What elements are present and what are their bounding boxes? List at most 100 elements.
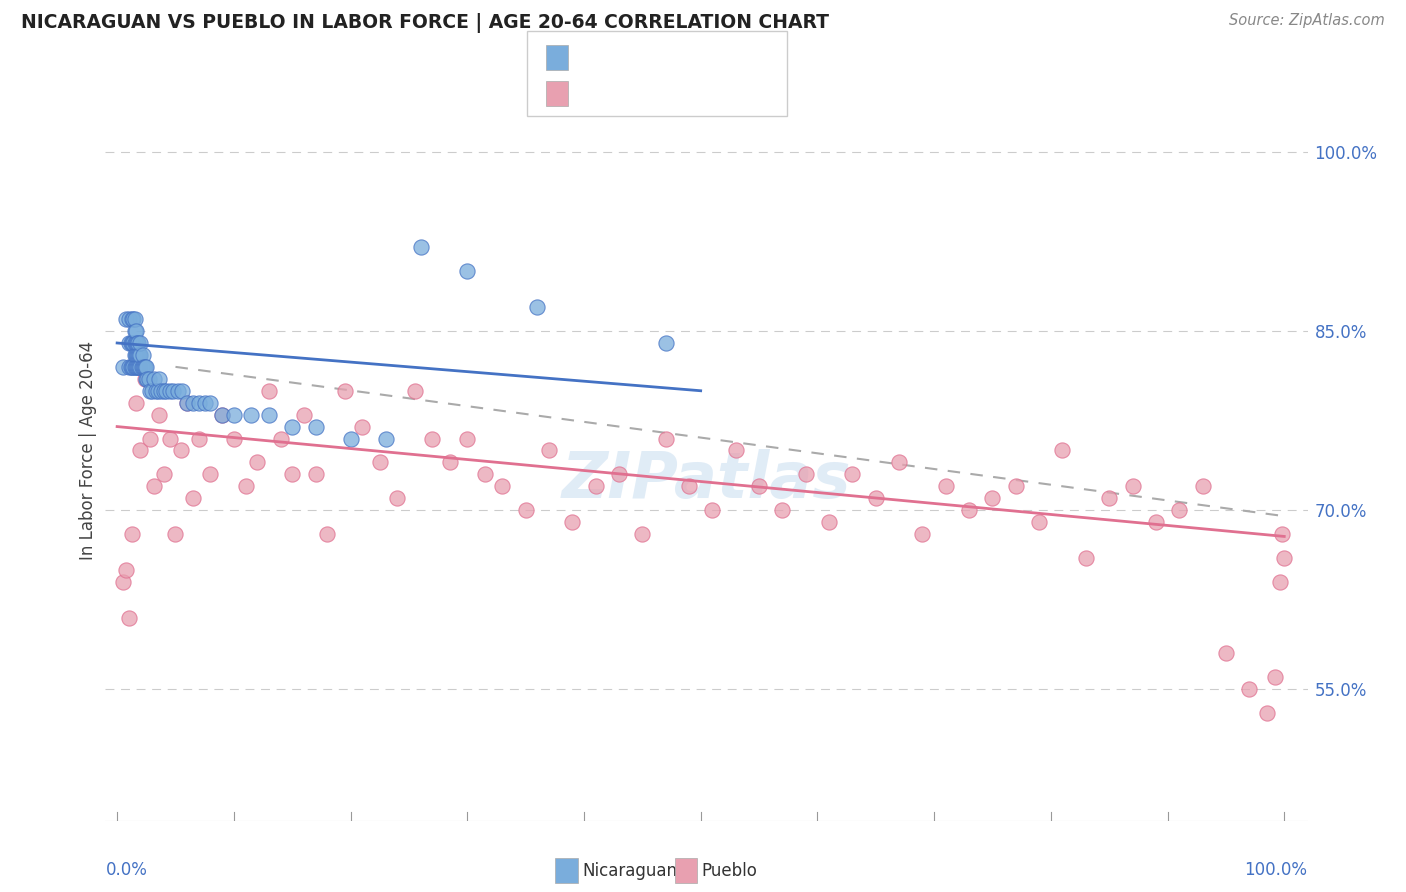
Point [211, 408, 233, 422]
Point [748, 479, 770, 493]
Point [122, 312, 145, 326]
Point [124, 336, 146, 351]
Text: R =: R = [581, 49, 617, 68]
Point [281, 467, 304, 482]
Point [456, 264, 478, 278]
Point [352, 419, 374, 434]
Point [1272, 550, 1295, 565]
Point [368, 455, 391, 469]
Point [138, 372, 160, 386]
Point [1256, 706, 1278, 721]
Point [135, 359, 157, 374]
Point [111, 359, 134, 374]
Point [121, 359, 143, 374]
Point [222, 408, 245, 422]
Point [387, 491, 409, 506]
Point [124, 312, 146, 326]
Point [404, 384, 426, 398]
Point [420, 432, 443, 446]
Text: N =: N = [675, 86, 723, 103]
Point [125, 348, 148, 362]
Point [128, 359, 150, 374]
Point [148, 408, 170, 422]
Point [124, 348, 146, 362]
Point [409, 240, 432, 254]
Text: 75: 75 [721, 86, 744, 103]
Point [1098, 491, 1121, 506]
Point [132, 359, 155, 374]
Point [1215, 647, 1237, 661]
Point [456, 432, 478, 446]
Point [129, 348, 152, 362]
Point [118, 359, 141, 374]
Point [1237, 682, 1260, 697]
Point [176, 395, 198, 409]
Point [585, 479, 607, 493]
Point [304, 467, 326, 482]
Text: 100.0%: 100.0% [1244, 861, 1308, 879]
Point [148, 372, 170, 386]
Text: ZIPatlas: ZIPatlas [562, 449, 851, 511]
Point [770, 503, 793, 517]
Y-axis label: In Labor Force | Age 20-64: In Labor Force | Age 20-64 [79, 341, 97, 560]
Point [1074, 550, 1097, 565]
Point [222, 432, 245, 446]
Point [957, 503, 980, 517]
Point [172, 384, 194, 398]
Point [1028, 515, 1050, 529]
Point [724, 443, 747, 458]
Point [246, 455, 269, 469]
Point [339, 432, 361, 446]
Point [125, 336, 148, 351]
Point [176, 395, 198, 409]
Point [818, 515, 841, 529]
Point [143, 372, 166, 386]
Point [911, 527, 934, 541]
Point [139, 384, 162, 398]
Point [1121, 479, 1143, 493]
Point [159, 432, 181, 446]
Point [170, 443, 193, 458]
Point [439, 455, 461, 469]
Point [257, 384, 280, 398]
Point [166, 384, 188, 398]
Text: -0.172: -0.172 [623, 86, 682, 103]
Point [127, 336, 149, 351]
Point [125, 336, 148, 351]
Point [981, 491, 1004, 506]
Point [607, 467, 630, 482]
Point [702, 503, 724, 517]
Text: Nicaraguans: Nicaraguans [582, 862, 686, 880]
Text: 72: 72 [721, 49, 745, 68]
Point [153, 384, 176, 398]
Point [128, 348, 150, 362]
Point [135, 372, 157, 386]
Point [129, 336, 152, 351]
Point [526, 300, 548, 314]
Point [887, 455, 910, 469]
Point [257, 408, 280, 422]
Point [129, 443, 152, 458]
Point [200, 395, 222, 409]
Point [333, 384, 356, 398]
Text: R =: R = [581, 86, 617, 103]
Point [292, 408, 315, 422]
Point [474, 467, 496, 482]
Point [187, 432, 209, 446]
Point [139, 432, 162, 446]
Point [515, 503, 537, 517]
Text: Pueblo: Pueblo [702, 862, 758, 880]
Point [561, 515, 583, 529]
Point [678, 479, 700, 493]
Point [125, 359, 148, 374]
Point [211, 408, 233, 422]
Point [120, 336, 142, 351]
Point [194, 395, 217, 409]
Point [165, 527, 187, 541]
Point [162, 384, 184, 398]
Point [125, 324, 148, 338]
Point [240, 408, 263, 422]
Point [143, 479, 166, 493]
Point [115, 563, 138, 577]
Point [122, 336, 145, 351]
